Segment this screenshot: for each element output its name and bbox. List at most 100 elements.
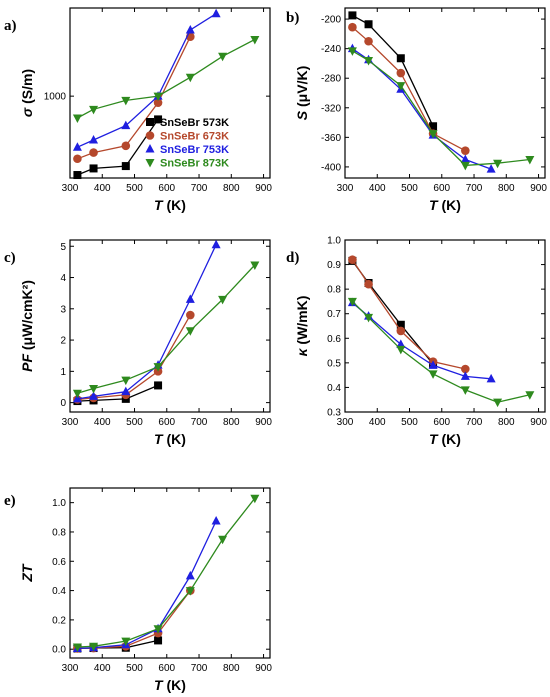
series-snsebr-673k (348, 22, 470, 155)
series-snsebr-673k (73, 32, 195, 164)
x-tick-label: 400 (369, 417, 386, 428)
series-snsebr-753k (72, 515, 221, 652)
plot-frame (344, 239, 546, 413)
x-tick-label: 800 (223, 183, 240, 194)
marker-triangle-down (89, 642, 99, 652)
x-tick-label: 500 (401, 417, 418, 428)
marker-circle (461, 364, 470, 374)
marker-square (73, 171, 82, 180)
series-line (352, 14, 434, 127)
plot-frame (344, 7, 546, 179)
series-snsebr-673k (348, 255, 470, 374)
marker-square (364, 20, 373, 29)
series-snsebr-573k (348, 11, 438, 131)
marker-triangle-down (89, 385, 99, 394)
series-snsebr-753k (347, 297, 496, 383)
marker-triangle-down (89, 105, 99, 115)
marker-circle (186, 310, 195, 320)
marker-triangle-down (218, 295, 228, 305)
chart-panel-c: c) 300 400 500 600 700 800 900 0 1 2 3 4 5 T (K) PF (μW… (4, 239, 272, 447)
plot-frame (69, 487, 271, 659)
y-axis-title: ZT (19, 563, 35, 583)
y-tick-label: 0.6 (52, 557, 66, 568)
panel-label: c) (4, 250, 16, 266)
marker-triangle-down (145, 159, 155, 168)
x-axis-title: T (K) (154, 197, 186, 213)
marker-triangle-down (347, 47, 357, 56)
y-tick-label: 0.9 (327, 260, 341, 271)
x-axis-title: T (K) (154, 431, 186, 447)
chart-panel-e: e) 300 400 500 600 700 800 900 0.0 0.2 0.4 0.6 0.8 1.… (4, 487, 272, 693)
marker-triangle-down (121, 96, 131, 106)
marker-triangle-down (185, 73, 195, 83)
y-tick-label: 2 (60, 336, 66, 347)
series-snsebr-873k (347, 47, 535, 171)
marker-triangle-down (218, 535, 228, 545)
series-line (77, 244, 217, 400)
y-tick-label: 1000 (44, 92, 67, 103)
panel-label: e) (4, 493, 16, 509)
chart-panel-a: a) 300 400 500 600 700 800 900 1000 T (K) σ (S/m) S… (4, 7, 272, 213)
marker-triangle-up (72, 142, 82, 151)
series-line (351, 300, 530, 403)
series-line (351, 26, 466, 152)
marker-square (396, 54, 405, 63)
x-tick-label: 300 (62, 183, 79, 194)
marker-circle (73, 154, 82, 164)
series-snsebr-753k (72, 8, 221, 151)
marker-triangle-up (460, 154, 470, 164)
marker-triangle-up (185, 294, 195, 303)
chart-panel-b: b) 300 400 500 600 700 800 900 -200 -240 -280 -320 -… (286, 7, 547, 213)
marker-triangle-down (347, 297, 357, 307)
marker-triangle-down (250, 494, 260, 504)
panel-label: d) (286, 250, 299, 266)
marker-circle (348, 255, 357, 264)
x-tick-label: 900 (255, 183, 272, 194)
y-tick-label: 0 (60, 398, 66, 409)
series-snsebr-873k (72, 494, 260, 653)
marker-triangle-down (250, 261, 260, 271)
marker-square (348, 11, 357, 20)
series-line (77, 520, 217, 650)
y-tick-label: 0.4 (327, 383, 341, 394)
plot-frame (69, 7, 271, 179)
panel-label: a) (4, 18, 17, 34)
x-tick-label: 800 (498, 417, 515, 428)
marker-triangle-down (396, 82, 406, 91)
marker-triangle-down (250, 36, 260, 45)
x-tick-label: 500 (126, 183, 143, 194)
y-tick-label: 0.2 (52, 615, 66, 626)
series-line (352, 50, 530, 167)
y-axis-title: PF (μW/cmK²) (19, 280, 35, 372)
x-tick-label: 700 (191, 417, 208, 428)
marker-circle (145, 131, 155, 140)
x-tick-label: 600 (158, 417, 175, 428)
legend-entry-label: SnSeBr 673K (160, 131, 229, 143)
series-line (77, 384, 159, 402)
series-snsebr-873k (347, 297, 535, 408)
y-tick-label: -360 (321, 133, 341, 144)
marker-circle (89, 148, 98, 157)
marker-square (154, 115, 163, 124)
y-axis-title: S (μV/K) (294, 66, 310, 120)
x-tick-label: 800 (223, 417, 240, 428)
marker-triangle-down (72, 643, 82, 653)
marker-triangle-up (121, 120, 131, 130)
x-tick-label: 400 (94, 183, 111, 194)
x-tick-label: 300 (337, 183, 354, 194)
marker-triangle-down (460, 161, 470, 171)
marker-triangle-up (145, 144, 155, 153)
marker-triangle-down (396, 345, 406, 355)
marker-triangle-down (121, 637, 131, 647)
y-axis-title: κ (W/mK) (294, 296, 310, 357)
marker-triangle-up (428, 360, 438, 369)
marker-circle (153, 98, 163, 107)
marker-triangle-down (218, 52, 228, 62)
marker-square (121, 162, 130, 171)
marker-triangle-down (428, 130, 438, 139)
legend-entry-label: SnSeBr 753K (160, 144, 229, 156)
x-tick-label: 300 (62, 417, 79, 428)
y-tick-label: 0.4 (52, 586, 66, 597)
x-tick-label: 600 (433, 183, 450, 194)
